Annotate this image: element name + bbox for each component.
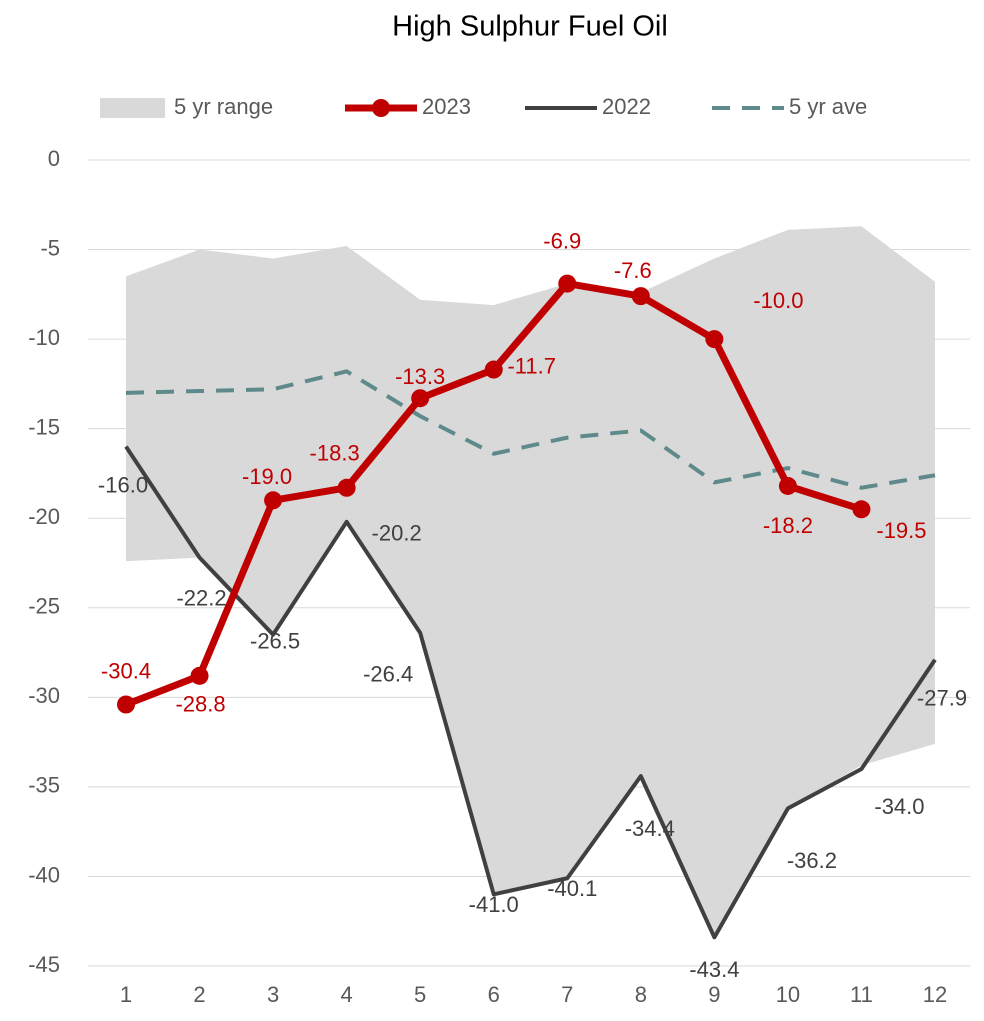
- data-label: -18.3: [310, 441, 360, 466]
- data-label: -19.5: [876, 518, 926, 543]
- marker: [411, 389, 430, 408]
- legend-label: 2023: [422, 94, 471, 119]
- marker: [778, 476, 797, 495]
- data-label: -26.5: [250, 628, 300, 653]
- legend-label: 5 yr ave: [789, 94, 867, 119]
- line-solid: [124, 445, 937, 940]
- y-tick-label: -40: [28, 862, 60, 887]
- data-label: -18.2: [763, 513, 813, 538]
- x-tick-label: 7: [561, 982, 573, 1007]
- data-label: -6.9: [543, 228, 581, 253]
- x-tick-label: 12: [923, 982, 947, 1007]
- legend-marker: [372, 99, 390, 117]
- y-tick-label: -30: [28, 683, 60, 708]
- marker: [337, 478, 356, 497]
- marker: [484, 360, 503, 379]
- data-label: -20.2: [372, 521, 422, 546]
- data-label: -30.4: [101, 658, 151, 683]
- data-label: -27.9: [917, 686, 967, 711]
- data-label: -10.0: [753, 288, 803, 313]
- data-label: -11.7: [507, 353, 556, 378]
- marker: [631, 287, 650, 306]
- x-tick-label: 5: [414, 982, 426, 1007]
- data-label: -43.4: [689, 957, 739, 982]
- x-tick-label: 10: [776, 982, 800, 1007]
- data-label: -22.2: [176, 585, 226, 610]
- marker: [558, 274, 577, 293]
- x-tick-label: 6: [488, 982, 500, 1007]
- x-tick-label: 9: [708, 982, 720, 1007]
- data-label: -26.4: [363, 662, 413, 687]
- legend-label: 2022: [602, 94, 651, 119]
- line-dashed: [125, 369, 936, 490]
- data-label: -40.1: [547, 876, 597, 901]
- y-tick-label: -10: [28, 325, 60, 350]
- y-tick-label: -35: [28, 773, 60, 798]
- y-tick-label: -15: [28, 414, 60, 439]
- data-label: -41.0: [469, 892, 519, 917]
- y-tick-label: -45: [28, 952, 60, 977]
- legend-label: 5 yr range: [174, 94, 273, 119]
- legend-swatch: [100, 98, 165, 118]
- x-tick-label: 3: [267, 982, 279, 1007]
- data-label: -36.2: [787, 848, 837, 873]
- x-tick-label: 4: [341, 982, 353, 1007]
- marker: [705, 330, 724, 349]
- x-tick-label: 11: [850, 982, 873, 1007]
- data-label: -34.0: [874, 794, 924, 819]
- marker: [190, 666, 209, 685]
- data-label: -13.3: [395, 364, 445, 389]
- chart-title: High Sulphur Fuel Oil: [392, 11, 668, 43]
- y-tick-label: -25: [28, 594, 60, 619]
- marker: [117, 695, 135, 714]
- marker: [852, 500, 871, 519]
- data-label: -19.0: [242, 464, 292, 489]
- x-tick-label: 8: [635, 982, 647, 1007]
- x-tick-label: 2: [193, 982, 205, 1007]
- data-label: -34.4: [625, 816, 675, 841]
- marker: [264, 491, 283, 510]
- data-label: -7.6: [614, 258, 652, 283]
- data-label: -28.8: [175, 692, 225, 717]
- y-tick-label: -20: [28, 504, 60, 529]
- x-tick-label: 1: [120, 982, 132, 1007]
- range-area: [126, 226, 935, 938]
- data-label: -16.0: [98, 472, 148, 497]
- y-tick-label: -5: [40, 235, 60, 260]
- y-tick-label: 0: [48, 146, 60, 171]
